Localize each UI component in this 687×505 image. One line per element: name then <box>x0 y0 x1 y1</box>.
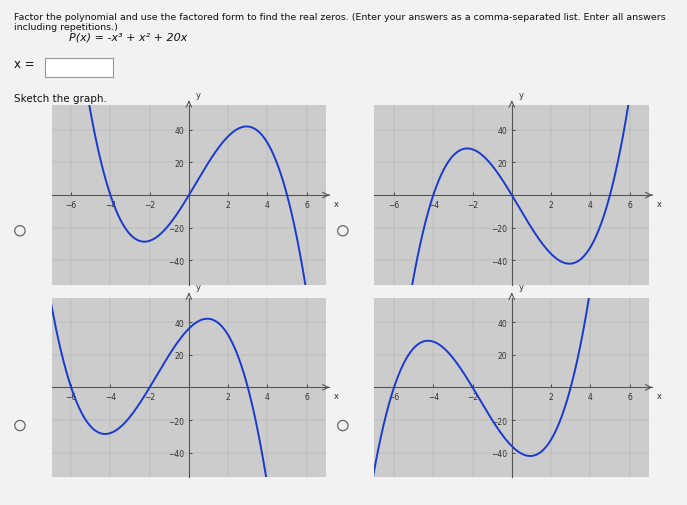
Text: x: x <box>657 391 662 400</box>
Circle shape <box>337 421 348 431</box>
Circle shape <box>14 421 25 431</box>
Text: x: x <box>657 199 662 209</box>
Circle shape <box>337 226 348 236</box>
Text: Factor the polynomial and use the factored form to find the real zeros. (Enter y: Factor the polynomial and use the factor… <box>14 13 666 32</box>
Text: x: x <box>334 199 339 209</box>
Text: y: y <box>519 282 524 291</box>
Circle shape <box>14 226 25 236</box>
Text: x: x <box>334 391 339 400</box>
Text: y: y <box>519 90 524 99</box>
Text: P(x) = -x³ + x² + 20x: P(x) = -x³ + x² + 20x <box>69 33 187 43</box>
Text: y: y <box>196 282 201 291</box>
Text: Sketch the graph.: Sketch the graph. <box>14 93 106 104</box>
Text: x =: x = <box>14 58 34 71</box>
Text: y: y <box>196 90 201 99</box>
